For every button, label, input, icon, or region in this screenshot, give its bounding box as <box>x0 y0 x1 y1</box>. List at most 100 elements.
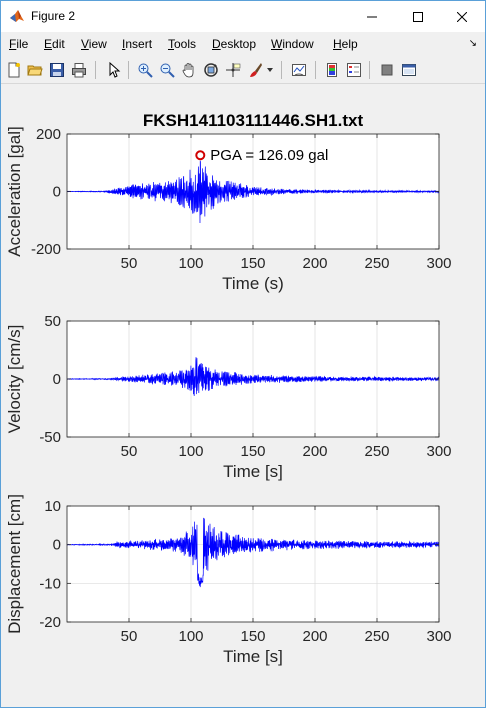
dock-figure-icon[interactable]: ↘ <box>468 38 477 49</box>
edit-plot-button[interactable] <box>104 60 124 80</box>
x-axis-label: Time [s] <box>223 647 283 666</box>
minimize-button[interactable] <box>349 1 395 32</box>
x-tick-label: 150 <box>240 628 265 645</box>
menu-bar: File Edit View Insert Tools Desktop Wind… <box>1 34 485 54</box>
close-icon <box>457 11 467 22</box>
zoom-out-button[interactable] <box>157 60 177 80</box>
y-tick-label: -50 <box>39 429 61 446</box>
y-tick-label: 10 <box>44 498 61 515</box>
y-tick-label: -10 <box>39 575 61 592</box>
menu-edit[interactable]: Edit <box>44 37 65 51</box>
figure-canvas: 50 100 150 200 250 300 -200 0 200 Time (s) Acceler… <box>1 85 485 707</box>
new-figure-button[interactable] <box>4 60 24 80</box>
x-tick-label: 300 <box>426 628 451 645</box>
x-tick-label: 200 <box>302 255 327 272</box>
series-line <box>66 160 440 224</box>
pan-hand-icon <box>182 63 194 78</box>
menu-view[interactable]: View <box>81 37 107 51</box>
brush-dropdown-icon <box>267 68 273 72</box>
brush-dropdown-button[interactable] <box>265 60 275 80</box>
series-line <box>66 357 440 396</box>
open-file-button[interactable] <box>25 60 45 80</box>
menu-file[interactable]: File <box>9 37 29 51</box>
insert-colorbar-button[interactable] <box>322 60 342 80</box>
insert-legend-icon <box>347 63 361 77</box>
print-icon <box>72 63 86 78</box>
zoom-out-icon <box>160 63 175 78</box>
pga-marker <box>195 150 206 161</box>
x-tick-label: 200 <box>302 443 327 460</box>
chart-title: FKSH141103111446.SH1.txt <box>143 111 364 130</box>
y-tick-label: 50 <box>44 313 61 330</box>
menu-desktop[interactable]: Desktop <box>212 37 257 51</box>
menu-window[interactable]: Window <box>271 37 314 51</box>
toolbar-separator <box>315 61 316 79</box>
x-tick-label: 100 <box>178 443 203 460</box>
menu-tools[interactable]: Tools <box>168 37 197 51</box>
maximize-icon <box>413 11 423 22</box>
matlab-logo-icon <box>10 10 24 22</box>
y-tick-label: -200 <box>31 241 61 258</box>
toolbar-separator <box>369 61 370 79</box>
data-cursor-button[interactable] <box>223 60 243 80</box>
x-axis-label: Time [s] <box>223 462 283 481</box>
x-tick-label: 200 <box>302 628 327 645</box>
y-axis-label: Acceleration [gal] <box>5 126 24 256</box>
x-tick-label: 100 <box>178 255 203 272</box>
x-axis-label: Time (s) <box>222 274 284 293</box>
y-tick-label: 0 <box>53 371 61 388</box>
axes-3: 50 100 150 200 250 300 -20 -10 0 10 Time [s] Displa… <box>5 494 452 666</box>
insert-legend-button[interactable] <box>344 60 364 80</box>
x-tick-label: 150 <box>240 255 265 272</box>
title-bar[interactable]: Figure 2 <box>1 1 485 32</box>
brush-button[interactable] <box>245 60 265 80</box>
hide-plot-tools-button[interactable] <box>377 60 397 80</box>
x-tick-label: 300 <box>426 443 451 460</box>
y-axis-label: Displacement [cm] <box>5 494 24 634</box>
close-button[interactable] <box>439 1 485 32</box>
y-tick-label: 200 <box>36 126 61 143</box>
x-tick-label: 300 <box>426 255 451 272</box>
insert-colorbar-icon <box>327 63 337 77</box>
save-button[interactable] <box>47 60 67 80</box>
open-file-icon <box>27 65 43 76</box>
link-plot-icon <box>292 64 306 76</box>
x-tick-label: 50 <box>121 628 138 645</box>
print-button[interactable] <box>69 60 89 80</box>
zoom-in-icon <box>138 63 153 78</box>
brush-icon <box>250 63 262 77</box>
figure-toolbar <box>1 57 485 84</box>
zoom-in-button[interactable] <box>135 60 155 80</box>
new-figure-icon <box>8 62 20 78</box>
save-icon <box>50 63 64 77</box>
y-tick-label: 0 <box>53 184 61 201</box>
hide-plot-tools-icon <box>381 64 393 76</box>
pan-button[interactable] <box>179 60 199 80</box>
show-plot-tools-icon <box>402 64 416 76</box>
toolbar-separator <box>128 61 129 79</box>
rotate-3d-icon <box>204 63 218 77</box>
maximize-button[interactable] <box>395 1 441 32</box>
y-tick-label: 0 <box>53 537 61 554</box>
axes-2: 50 100 150 200 250 300 -50 0 50 Time [s] Velocity … <box>5 313 452 481</box>
y-axis-label: Velocity [cm/s] <box>5 325 24 434</box>
pga-annotation: PGA = 126.09 gal <box>210 147 328 164</box>
minimize-icon <box>367 16 377 17</box>
axes-1: 50 100 150 200 250 300 -200 0 200 Time (s) Acceler… <box>5 111 452 293</box>
x-tick-label: 150 <box>240 443 265 460</box>
menu-help[interactable]: Help <box>333 37 358 51</box>
series-line <box>66 517 440 588</box>
data-cursor-icon <box>226 63 241 77</box>
menu-insert[interactable]: Insert <box>122 37 153 51</box>
link-plot-button[interactable] <box>289 60 309 80</box>
edit-plot-arrow-icon <box>109 62 121 78</box>
show-plot-tools-button[interactable] <box>399 60 419 80</box>
toolbar-separator <box>95 61 96 79</box>
rotate-3d-button[interactable] <box>201 60 221 80</box>
x-tick-label: 100 <box>178 628 203 645</box>
y-tick-label: -20 <box>39 614 61 631</box>
window-title: Figure 2 <box>31 9 76 23</box>
x-tick-label: 50 <box>121 443 138 460</box>
